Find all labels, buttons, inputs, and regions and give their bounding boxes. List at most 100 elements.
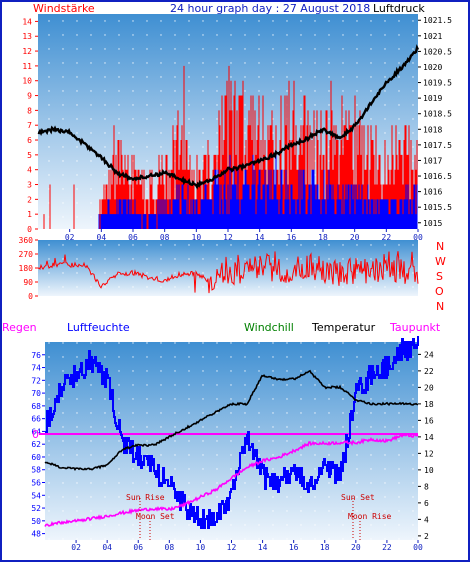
compass-labels: N W S O N	[435, 240, 446, 313]
wind-y-tick-label: 4	[27, 166, 32, 175]
temp-x-tick-label: 00	[413, 543, 423, 552]
temp-x-tick-label: 12	[227, 543, 237, 552]
wind-x-tick-label: 20	[350, 233, 360, 242]
temp-x-tick-label: 16	[289, 543, 299, 552]
pressure-label: Luftdruck	[373, 2, 425, 15]
temp-x-tick-label: 02	[71, 543, 81, 552]
wind-y-tick-label: 12	[22, 47, 32, 56]
pressure-y-tick-label: 1016.5	[423, 172, 452, 181]
wind-direction-line	[37, 251, 419, 294]
temp-x-tick-label: 14	[258, 543, 268, 552]
temperature-y-tick-label: 24	[424, 350, 434, 359]
wind-y-tick-label: 14	[22, 17, 32, 26]
temperature-y-tick-label: 20	[424, 383, 434, 392]
wind-x-tick-label: 02	[65, 233, 75, 242]
sun-rise-label: Sun Rise	[126, 493, 165, 502]
humidity-y-tick-label: 72	[31, 376, 41, 385]
wind-y-tick-label: 6	[27, 136, 32, 145]
wind-x-tick-label: 08	[160, 233, 170, 242]
humidity-y-tick-label: 54	[31, 491, 41, 500]
compass-n-top: N	[436, 240, 444, 253]
compass-s: S	[436, 270, 443, 283]
temp-x-tick-label: 08	[165, 543, 175, 552]
humidity-y-tick-label: 70	[31, 389, 41, 398]
temperature-y-tick-label: 10	[424, 466, 434, 475]
wind-x-tick-label: 12	[223, 233, 233, 242]
pressure-y-tick-label: 1015.5	[423, 203, 452, 212]
temperature-y-tick-label: 2	[424, 532, 429, 541]
pressure-y-tick-label: 1016	[423, 188, 442, 197]
direction-y-tick-label: 0	[28, 292, 33, 301]
temperature-y-tick-label: 22	[424, 367, 434, 376]
direction-y-tick-label: 360	[19, 236, 34, 245]
legend-windchill: Windchill	[244, 321, 294, 334]
temperature-line	[44, 369, 419, 472]
pressure-y-tick-label: 1021.5	[423, 16, 452, 25]
legend-temperatur: Temperatur	[311, 321, 376, 334]
legend-regen: Regen	[2, 321, 37, 334]
wind-x-tick-label: 04	[97, 233, 107, 242]
temp-x-tick-label: 18	[320, 543, 330, 552]
direction-y-tick-label: 90	[23, 278, 33, 287]
wind-y-tick-label: 2	[27, 195, 32, 204]
temp-x-tick-label: 22	[382, 543, 392, 552]
wind-y-tick-label: 11	[22, 62, 32, 71]
temperature-y-tick-label: 16	[424, 416, 434, 425]
wind-x-tick-label: 18	[318, 233, 328, 242]
wind-x-tick-label: 00	[413, 233, 423, 242]
legend-taupunkt: Taupunkt	[389, 321, 441, 334]
humidity-y-tick-label: 62	[31, 440, 41, 449]
sun-set-label: Sun Set	[341, 493, 375, 502]
wind-y-tick-label: 9	[27, 92, 32, 101]
wind-y-tick-label: 13	[22, 32, 32, 41]
temp-x-tick-label: 20	[351, 543, 361, 552]
temperature-y-tick-label: 18	[424, 400, 434, 409]
dewpoint-line	[44, 432, 419, 527]
pressure-y-tick-label: 1018	[423, 125, 442, 134]
temp-x-tick-label: 10	[196, 543, 206, 552]
humidity-y-tick-label: 60	[31, 453, 41, 462]
moon-rise-label: Moon Rise	[348, 512, 392, 521]
humidity-y-tick-label: 76	[31, 351, 41, 360]
humidity-y-tick-label: 48	[31, 530, 41, 539]
pressure-y-tick-label: 1021	[423, 32, 442, 41]
rain-zero-label: 0	[32, 428, 39, 441]
humidity-y-tick-label: 52	[31, 504, 41, 513]
humidity-line	[45, 336, 419, 529]
wind-y-tick-label: 8	[27, 106, 32, 115]
humidity-y-tick-label: 50	[31, 517, 41, 526]
pressure-y-tick-label: 1019.5	[423, 79, 452, 88]
humidity-y-tick-label: 64	[31, 427, 41, 436]
pressure-y-tick-label: 1015	[423, 219, 442, 228]
wind-y-tick-label: 5	[27, 151, 32, 160]
astro-annotations: Sun Rise Moon Set Sun Set Moon Rise	[126, 493, 392, 540]
compass-w: W	[435, 255, 446, 268]
pressure-line	[37, 44, 420, 190]
temp-x-tick-label: 04	[102, 543, 112, 552]
compass-n-bottom: N	[436, 300, 444, 313]
wind-x-tick-label: 16	[287, 233, 297, 242]
wind-y-tick-label: 0	[27, 225, 32, 234]
temp-x-tick-label: 06	[133, 543, 143, 552]
humidity-y-tick-label: 66	[31, 415, 41, 424]
temperature-y-tick-label: 6	[424, 499, 429, 508]
pressure-y-tick-label: 1018.5	[423, 110, 452, 119]
wind-x-tick-label: 22	[382, 233, 392, 242]
wind-y-tick-label: 1	[27, 210, 32, 219]
pressure-y-tick-label: 1017	[423, 156, 442, 165]
temperature-y-tick-label: 14	[424, 433, 434, 442]
wind-x-tick-label: 06	[128, 233, 138, 242]
wind-y-tick-label: 7	[27, 121, 32, 130]
humidity-y-tick-label: 68	[31, 402, 41, 411]
temperature-y-tick-label: 8	[424, 482, 429, 491]
graph-title: 24 hour graph day : 27 August 2018	[170, 2, 370, 15]
wind-x-tick-label: 10	[192, 233, 202, 242]
moon-set-label: Moon Set	[136, 512, 175, 521]
humidity-y-tick-label: 58	[31, 466, 41, 475]
pressure-y-tick-label: 1020.5	[423, 47, 452, 56]
wind-y-tick-label: 3	[27, 181, 32, 190]
direction-y-tick-label: 270	[19, 250, 34, 259]
direction-y-tick-label: 180	[19, 264, 34, 273]
pressure-y-tick-label: 1019	[423, 94, 442, 103]
